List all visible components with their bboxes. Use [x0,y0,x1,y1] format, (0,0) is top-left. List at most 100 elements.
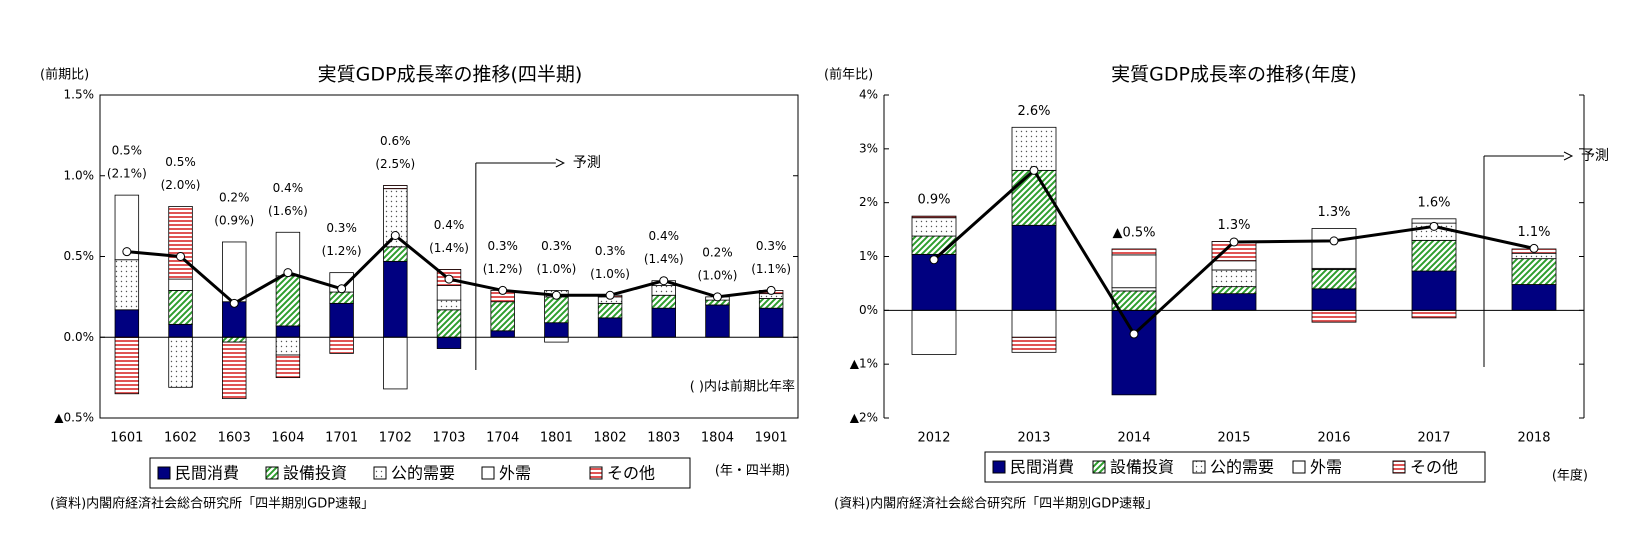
forecast-arrowhead [555,158,565,168]
plot-frame [99,94,799,419]
y-tick-label: 0.0% [64,330,95,344]
legend-swatch [992,460,1006,474]
bar-segment [275,325,301,338]
legend-label: 外需 [499,464,531,483]
value-label: 0.4% [434,218,465,232]
line-marker [551,290,561,300]
x-tick-label: 1603 [218,431,251,446]
legend-label: 設備投資 [283,464,347,483]
x-tick-label: 1703 [432,431,465,446]
line-marker [229,298,239,308]
line-marker [444,274,454,284]
bar-segment [168,290,193,325]
annual-label: (2.5%) [375,157,415,171]
x-tick-label: 2014 [1117,431,1150,446]
bar-segment [436,299,462,311]
x-tick-label: 1702 [379,431,412,446]
x-axis-label: (年度) [1552,468,1588,484]
x-axis-label: (年・四半期) [715,464,790,479]
bar-segment [114,336,140,395]
value-label: 0.3% [541,239,572,253]
line-marker [712,292,722,302]
value-label: 0.6% [380,134,411,148]
bar-segment [275,275,301,327]
legend-swatch [1392,460,1406,474]
bar-segment [168,206,193,280]
y-tick-label: 3% [859,141,878,155]
x-tick-label: 1602 [164,431,197,446]
bar-segment [1411,270,1457,311]
legend-swatch [1192,460,1206,474]
source: (資料)内閣府経済社会総合研究所「四半期別GDP速報」 [50,496,374,512]
value-label: 0.2% [702,245,733,259]
x-tick-label: 1604 [271,431,304,446]
y-tick-label: 2% [859,195,878,209]
line-marker [337,284,347,294]
x-tick-label: 2017 [1417,431,1450,446]
bar-segment [544,336,569,343]
bar-segment [222,241,247,303]
legend-swatch [1092,460,1106,474]
y-axis-label: (前年比) [824,67,873,83]
source: (資料)内閣府経済社会総合研究所「四半期別GDP速報」 [834,496,1158,512]
forecast-label: 予測 [573,155,601,171]
annual-label: (1.6%) [268,204,308,218]
bar-segment [1511,284,1557,311]
y-tick-label: 0.5% [64,249,95,263]
legend-swatch [157,466,171,480]
legend-label: 外需 [1310,458,1342,477]
annual-label: (1.2%) [322,244,362,258]
bar-segment [1311,309,1357,323]
x-tick-label: 2018 [1517,431,1550,446]
legend-label: 公的需要 [1210,458,1274,477]
y-tick-label: ▲1% [850,357,878,371]
bar-segment [1211,293,1257,311]
line-marker [659,276,669,286]
forecast-label: 予測 [1581,148,1609,164]
bar-segment [1011,126,1057,171]
y-tick-label: 1% [859,249,878,263]
bar-segment [275,354,301,379]
value-label: 0.9% [917,193,950,208]
bar-segment [911,217,957,237]
bar-segment [168,278,193,291]
bar-segment [114,309,140,338]
bar-segment [329,302,354,338]
legend-label: その他 [607,464,655,483]
y-tick-label: ▲0.5% [54,411,94,425]
line-marker [929,255,939,265]
legend-label: 設備投資 [1110,458,1174,477]
bar-segment [383,246,408,262]
bar-segment [275,336,301,356]
line-marker [390,231,400,241]
line-marker [1029,165,1039,175]
x-tick-label: 1704 [486,431,519,446]
x-tick-label: 1701 [325,431,358,446]
bar-segment [1211,286,1257,295]
bar-segment [222,336,247,343]
bar-segment [436,309,462,338]
x-tick-label: 1801 [540,431,573,446]
x-tick-label: 2013 [1017,431,1050,446]
note: ( )内は前期比年率 [690,379,795,395]
bar-segment [597,317,623,338]
bar-segment [329,336,354,354]
line-marker [122,247,132,257]
value-label: 2.6% [1017,104,1050,119]
line-marker [766,285,776,295]
x-tick-label: 1802 [594,431,627,446]
bar-segment [1011,169,1057,226]
y-tick-label: ▲2% [850,411,878,425]
annual-label: (0.9%) [214,213,254,227]
legend-swatch [481,466,495,480]
legend-label: 民間消費 [1010,458,1074,477]
bar-segment [544,322,569,338]
bar-segment [651,307,676,338]
x-tick-label: 1901 [755,431,788,446]
bar-segment [490,330,515,338]
bar-segment [1511,252,1557,260]
value-label: 0.5% [112,144,143,158]
bar-segment [114,194,140,261]
line-marker [1429,221,1439,231]
value-label: 0.2% [219,190,250,204]
